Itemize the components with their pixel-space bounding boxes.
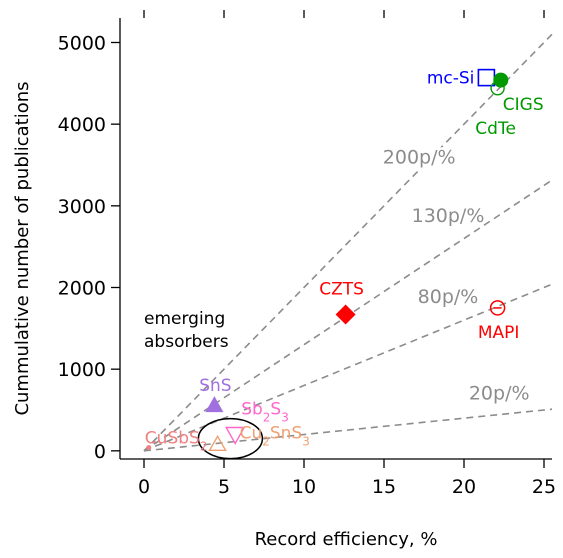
- y-tick-label: 1000: [58, 359, 106, 381]
- label-cu2sns3: Cu2SnS3: [240, 423, 310, 448]
- point-sb2s3: [225, 426, 246, 445]
- labels-layer: 200p/% 130p/% 80p/% 20p/% emerging absorbers m…: [144, 69, 544, 454]
- rate-line: [143, 33, 553, 452]
- point-mc-si: [477, 68, 496, 87]
- point-cusbs2: [146, 445, 152, 451]
- label-sns: SnS: [199, 376, 231, 396]
- x-axis-title: Record efficiency, %: [255, 529, 438, 550]
- y-axis-title: Cummulative number of publications: [12, 81, 33, 415]
- x-tick-label: 20: [452, 476, 476, 498]
- label-cdte: CdTe: [475, 119, 516, 139]
- emerging-label-line1: emerging: [144, 309, 225, 329]
- point-cdte: [490, 81, 505, 96]
- label-mc-si: mc-Si: [427, 69, 475, 89]
- point-sns: [205, 396, 224, 413]
- label-sb2s3: Sb2S3: [241, 400, 289, 425]
- y-tick-label: 0: [94, 441, 106, 463]
- emerging-cluster-ellipse: [197, 417, 264, 460]
- point-czts: [335, 304, 356, 325]
- rate-line-label: 130p/%: [412, 205, 485, 227]
- y-tick-label: 3000: [58, 196, 106, 218]
- x-tick-label: 15: [372, 476, 396, 498]
- points-layer: [146, 68, 509, 460]
- x-tick-label: 5: [218, 476, 230, 498]
- point-cu2sns3: [208, 434, 227, 451]
- plot-frame: [119, 18, 552, 460]
- emerging-label-line2: absorbers: [144, 332, 229, 352]
- label-cigs: CIGS: [503, 95, 544, 115]
- label-mapi: MAPI: [478, 323, 520, 343]
- label-cusbs2: CuSbS2: [145, 429, 208, 454]
- x-tick-label: 0: [138, 476, 150, 498]
- rate-line-label: 80p/%: [418, 286, 479, 308]
- rate-line-label: 20p/%: [469, 382, 530, 404]
- x-tick-label: 10: [292, 476, 316, 498]
- ticks-layer: 0 5 10 15 20 25 0 1000 2000 3000 4000 5000: [58, 10, 556, 498]
- y-tick-label: 4000: [58, 114, 106, 136]
- point-cigs: [493, 72, 509, 88]
- rate-line: [143, 408, 553, 452]
- rate-line: [143, 283, 553, 452]
- y-tick-label: 2000: [58, 278, 106, 300]
- label-czts: CZTS: [319, 279, 364, 299]
- point-mapi: [489, 300, 506, 316]
- x-tick-label: 25: [532, 476, 556, 498]
- y-tick-label: 5000: [58, 33, 106, 55]
- rate-line-label: 200p/%: [383, 146, 456, 168]
